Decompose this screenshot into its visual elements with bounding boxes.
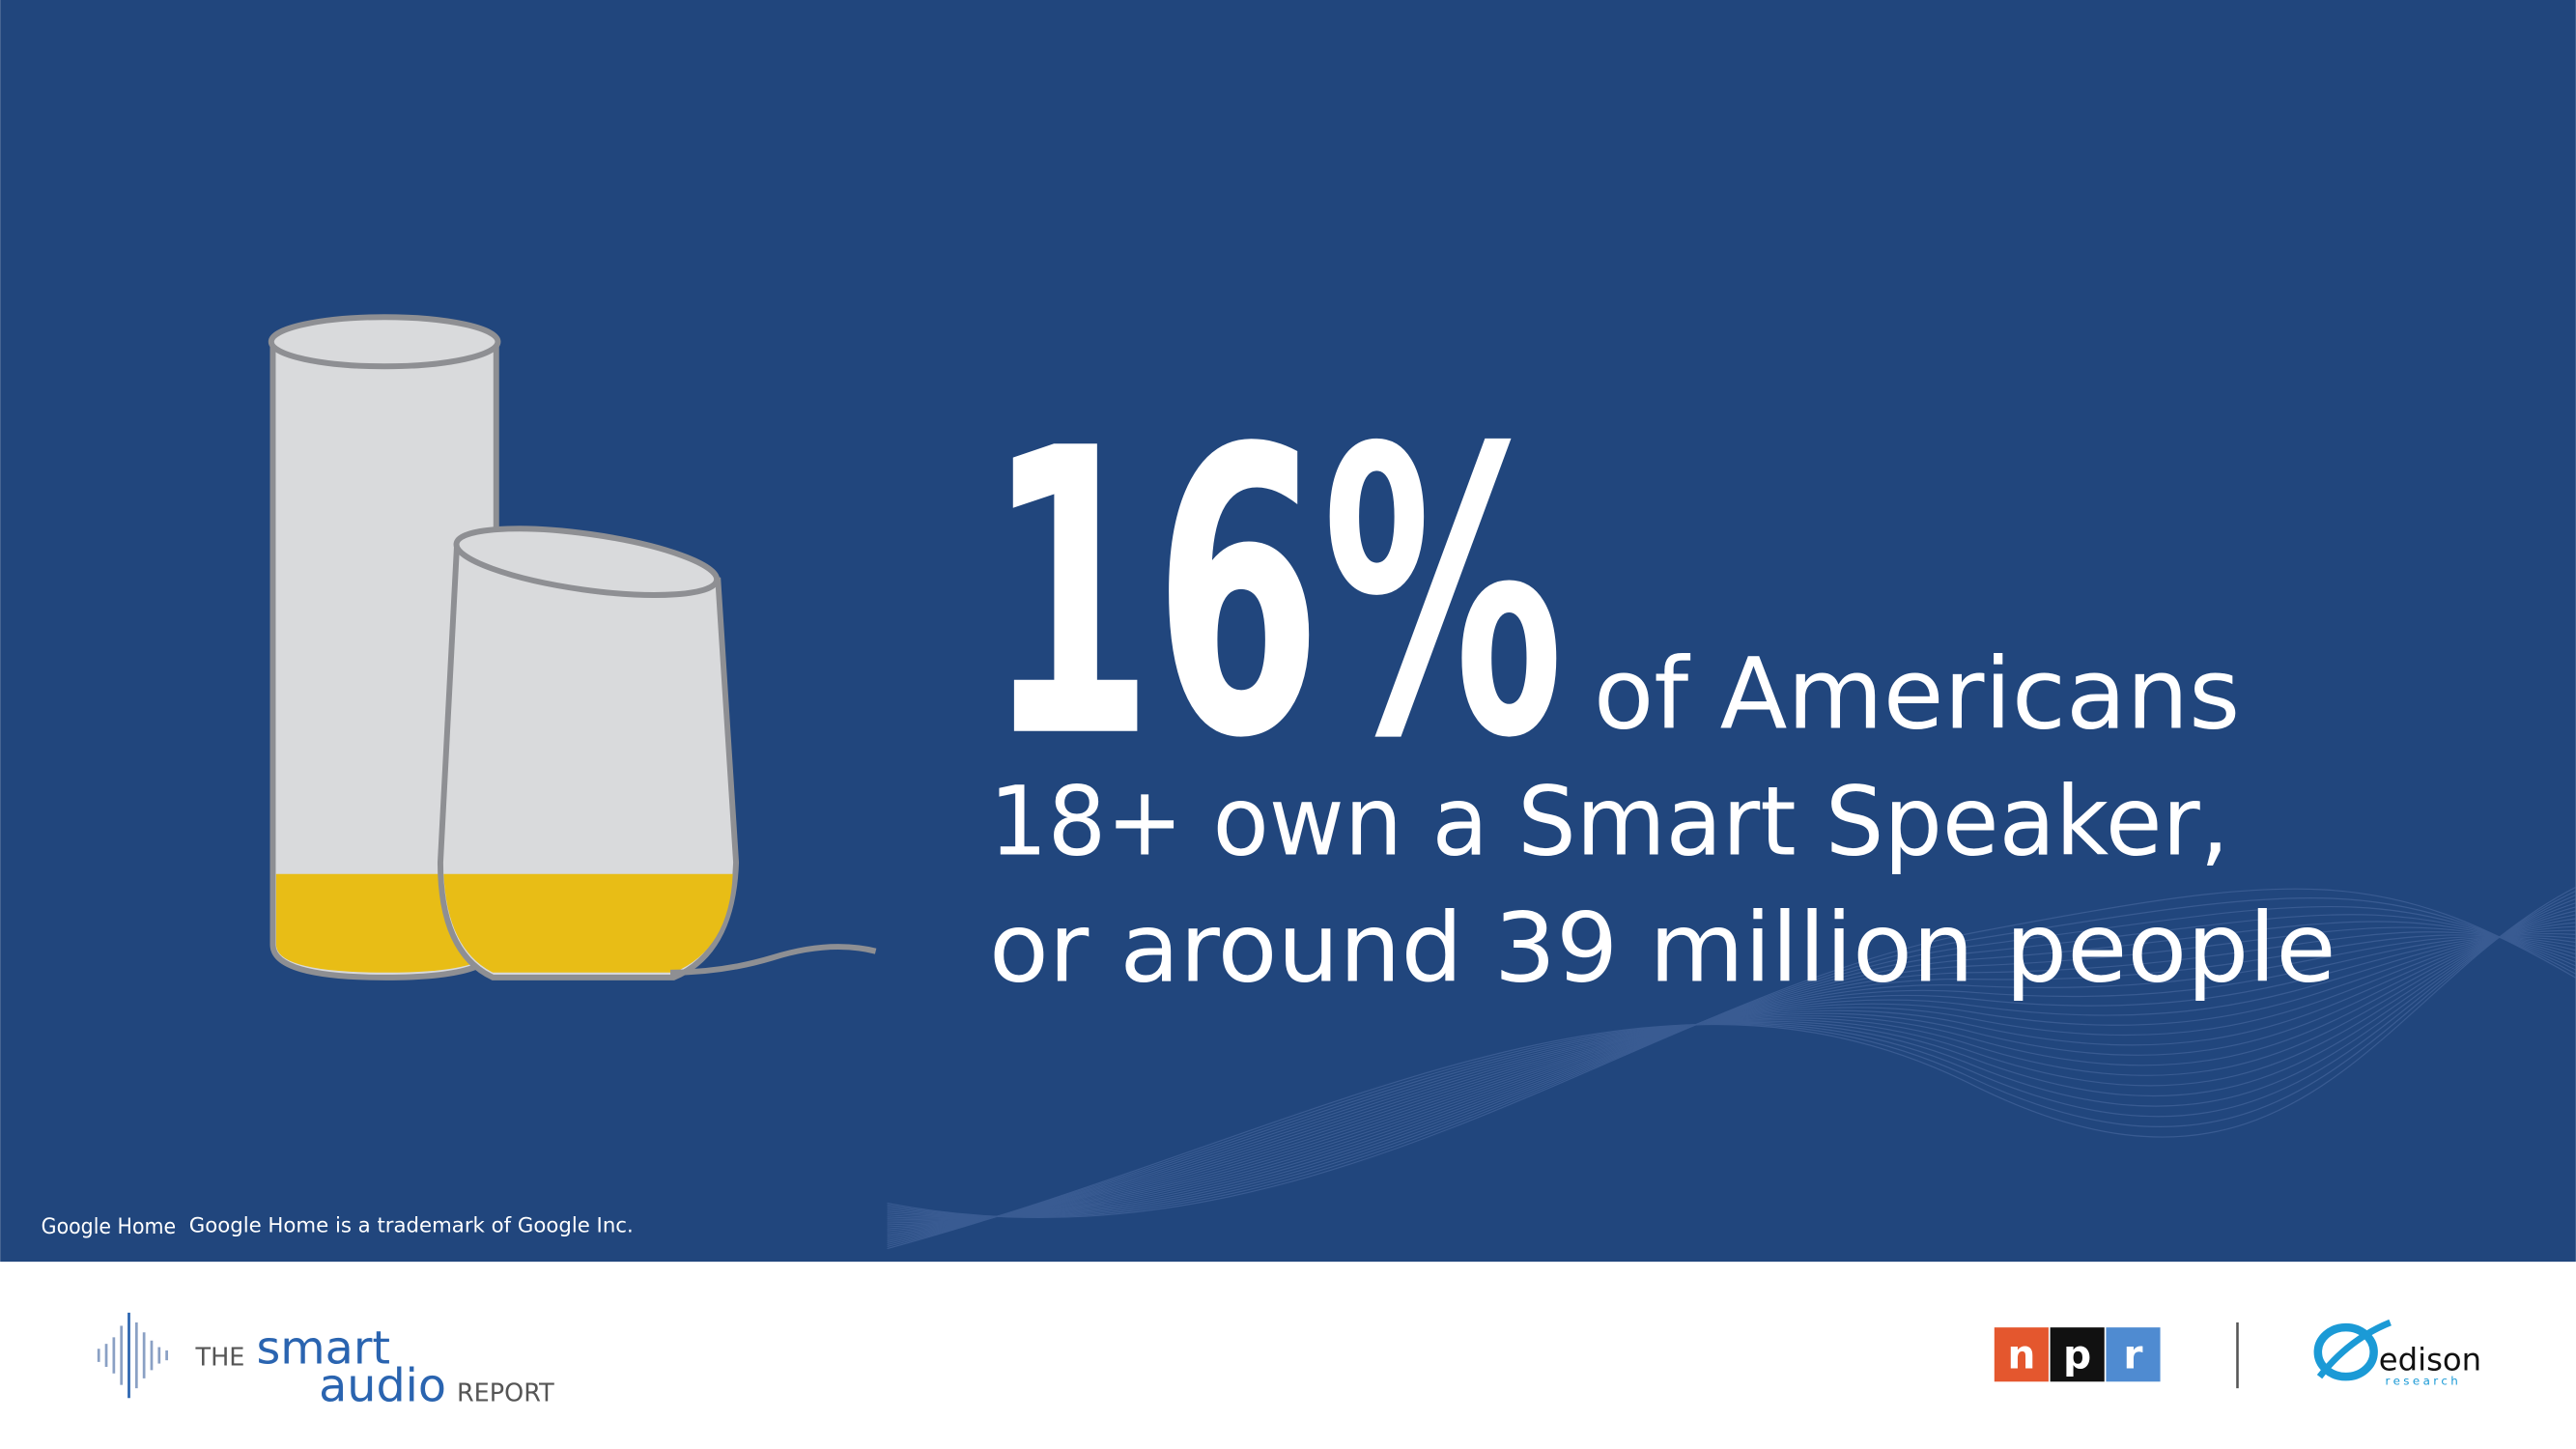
npr-box bbox=[2050, 1327, 2105, 1382]
wave-line bbox=[887, 914, 2576, 1236]
short-speaker-body bbox=[437, 543, 740, 980]
wave-line bbox=[887, 921, 2576, 1217]
headline-line: of Americans bbox=[1594, 637, 2240, 752]
wave-line bbox=[887, 890, 2576, 1248]
stat: 16% bbox=[986, 366, 1565, 825]
wave-line bbox=[887, 922, 2576, 1232]
wave-line bbox=[887, 906, 2576, 1239]
sound-wave-icon bbox=[97, 1312, 168, 1399]
report-logo-smart: smart bbox=[256, 1322, 390, 1376]
wave-line bbox=[887, 936, 2576, 1220]
wave-line bbox=[887, 929, 2576, 1228]
wave-line bbox=[887, 910, 2576, 1237]
short-speaker bbox=[437, 526, 877, 980]
wave-line bbox=[887, 935, 2576, 1224]
report-logo-the: THE bbox=[195, 1343, 245, 1372]
headline-line: or around 39 million people bbox=[989, 893, 2336, 1004]
edison-name: edison bbox=[2379, 1341, 2481, 1378]
report-logo-report: REPORT bbox=[457, 1379, 554, 1408]
short-speaker-base bbox=[443, 873, 733, 973]
wave-line bbox=[887, 926, 2576, 1218]
edison-mark bbox=[2313, 1322, 2378, 1381]
wave-line bbox=[887, 918, 2576, 1234]
npr-letter: n bbox=[2007, 1332, 2035, 1378]
wave-line bbox=[887, 902, 2576, 1241]
google-home-logo: Google Home bbox=[42, 1214, 176, 1239]
npr-letter: r bbox=[2123, 1332, 2142, 1378]
wave-line bbox=[887, 905, 2576, 1218]
tall-speaker-base bbox=[275, 873, 494, 973]
edison-sub: research bbox=[2386, 1375, 2462, 1388]
wave-line bbox=[887, 894, 2576, 1246]
wave-line bbox=[887, 886, 2576, 1250]
wave-line bbox=[887, 934, 2576, 1219]
report-logo-audio: audio bbox=[319, 1360, 446, 1413]
headline-line: 18+ own a Smart Speaker, bbox=[989, 766, 2229, 877]
npr-box bbox=[1994, 1327, 2049, 1382]
wave-decoration bbox=[887, 886, 2576, 1250]
edison-swoosh bbox=[2316, 1319, 2392, 1379]
edison-logo: edison research bbox=[2313, 1319, 2481, 1388]
wave-line bbox=[887, 898, 2576, 1243]
wave-line bbox=[887, 897, 2576, 1218]
wave-line bbox=[887, 925, 2576, 1230]
wave-line bbox=[887, 931, 2576, 1218]
wave-line bbox=[887, 914, 2576, 1217]
npr-box bbox=[2106, 1327, 2161, 1382]
wave-line bbox=[887, 888, 2576, 1218]
wave-line bbox=[887, 932, 2576, 1226]
wave-line bbox=[887, 936, 2576, 1222]
tall-speaker-top bbox=[268, 314, 501, 370]
npr-letter: p bbox=[2063, 1332, 2091, 1378]
trademark-note: Google Home is a trademark of Google Inc… bbox=[189, 1214, 634, 1238]
cable bbox=[670, 944, 877, 976]
short-speaker-top bbox=[453, 526, 721, 598]
